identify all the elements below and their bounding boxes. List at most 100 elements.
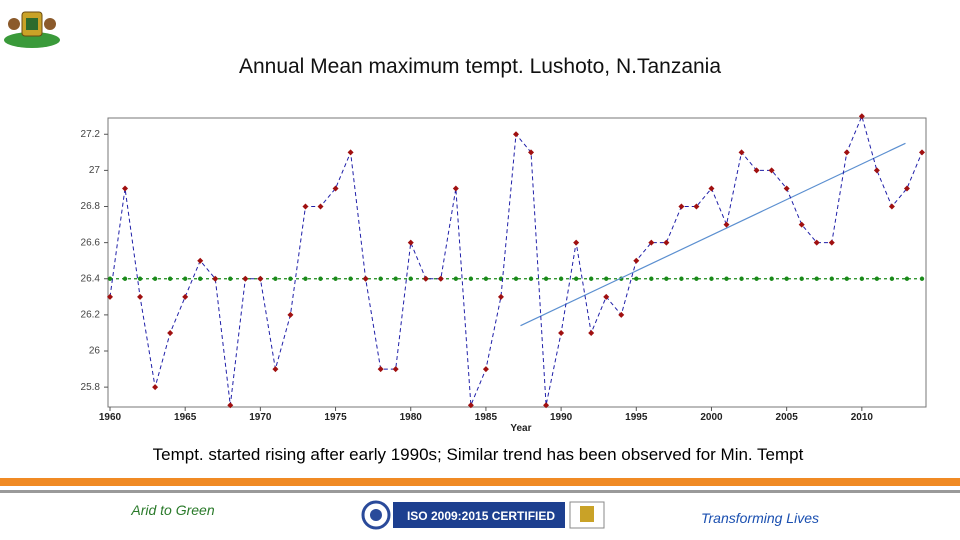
mean-dot <box>122 276 128 281</box>
data-point <box>828 239 835 246</box>
y-tick-label: 26.2 <box>81 310 101 321</box>
mean-dot <box>784 276 789 281</box>
data-point <box>708 185 715 192</box>
mean-dot <box>137 276 143 281</box>
mean-dot <box>874 276 880 281</box>
data-point <box>182 293 189 300</box>
mean-dot <box>739 276 744 281</box>
mean-dot <box>453 276 459 281</box>
mean-dot <box>694 276 699 281</box>
data-point <box>873 167 880 174</box>
data-point <box>588 329 595 336</box>
data-point <box>783 185 790 192</box>
mean-dot <box>513 276 519 281</box>
data-point <box>858 113 865 120</box>
data-point <box>332 185 339 192</box>
mean-dot <box>769 276 774 281</box>
mean-dot <box>919 276 925 281</box>
data-point <box>152 384 159 391</box>
mean-dot <box>528 276 534 281</box>
mean-dot <box>754 276 759 281</box>
data-point <box>663 239 670 246</box>
mean-dot <box>468 276 474 281</box>
mean-dot <box>573 276 579 281</box>
mean-dot <box>664 276 669 281</box>
mean-dot <box>649 276 654 281</box>
mean-dot <box>679 276 684 281</box>
mean-dot <box>318 276 323 281</box>
mean-dot <box>182 276 188 281</box>
data-point <box>693 203 700 210</box>
data-point <box>407 239 414 246</box>
data-point <box>347 149 354 156</box>
plot-frame <box>107 117 927 408</box>
mean-dot <box>483 276 489 281</box>
data-point <box>302 203 309 210</box>
data-point <box>512 131 519 138</box>
data-point <box>257 275 264 282</box>
mean-dot <box>393 276 398 281</box>
data-point <box>813 239 820 246</box>
x-tick-label: 2010 <box>851 412 874 423</box>
x-tick-label: 1965 <box>174 412 197 423</box>
y-tick-label: 26 <box>89 346 101 357</box>
mean-dot <box>829 276 834 281</box>
data-point <box>197 257 204 264</box>
data-point <box>227 402 234 409</box>
data-point <box>918 149 925 156</box>
y-tick-label: 26.8 <box>81 201 101 212</box>
caption: Tempt. started rising after early 1990s;… <box>153 445 804 464</box>
y-tick-label: 27 <box>89 165 101 176</box>
x-tick-label: 2005 <box>776 412 799 423</box>
mean-dot <box>588 276 594 281</box>
data-point <box>903 185 910 192</box>
mean-dot <box>107 276 113 281</box>
logo <box>4 11 60 48</box>
y-tick-label: 25.8 <box>81 382 101 393</box>
mean-dot <box>303 276 308 281</box>
mean-dot <box>889 276 895 281</box>
mean-dot <box>408 276 413 281</box>
data-point <box>497 293 504 300</box>
data-point <box>678 203 685 210</box>
data-point <box>452 185 459 192</box>
data-point <box>888 203 895 210</box>
mean-dot <box>859 276 865 281</box>
data-point <box>648 239 655 246</box>
y-tick-label: 26.4 <box>81 273 101 284</box>
data-point <box>287 311 294 318</box>
x-tick-label: 1970 <box>249 412 272 423</box>
data-point <box>272 366 279 373</box>
y-tick-label: 27.2 <box>81 129 101 140</box>
x-tick-label: 1975 <box>324 412 347 423</box>
data-point <box>723 221 730 228</box>
data-point <box>843 149 850 156</box>
mean-dot <box>844 276 850 281</box>
data-point <box>137 293 144 300</box>
iso-logos <box>361 500 605 530</box>
chart: 25.8 26 26.2 26.4 26.6 26.8 27 27.2 1960 1965 1970… <box>81 113 927 434</box>
data-point <box>768 167 775 174</box>
data-point <box>362 275 369 282</box>
mean-dot <box>152 276 158 281</box>
mean-dot <box>348 276 353 281</box>
y-tick-label: 26.6 <box>81 237 101 248</box>
mean-dot <box>634 276 639 281</box>
data-point <box>558 329 565 336</box>
data-point <box>167 329 174 336</box>
mean-dot <box>288 276 293 281</box>
orange-band <box>0 478 960 486</box>
data-point <box>633 257 640 264</box>
data-point <box>437 275 444 282</box>
data-point <box>573 239 580 246</box>
mean-dot <box>814 276 819 281</box>
x-tick-label: 1995 <box>625 412 648 423</box>
mean-dot <box>167 276 173 281</box>
mean-dot <box>799 276 804 281</box>
mean-dot <box>273 276 278 281</box>
x-tick-label: 1960 <box>99 412 122 423</box>
data-point <box>528 149 535 156</box>
grey-band <box>0 490 960 493</box>
data-point <box>212 275 219 282</box>
